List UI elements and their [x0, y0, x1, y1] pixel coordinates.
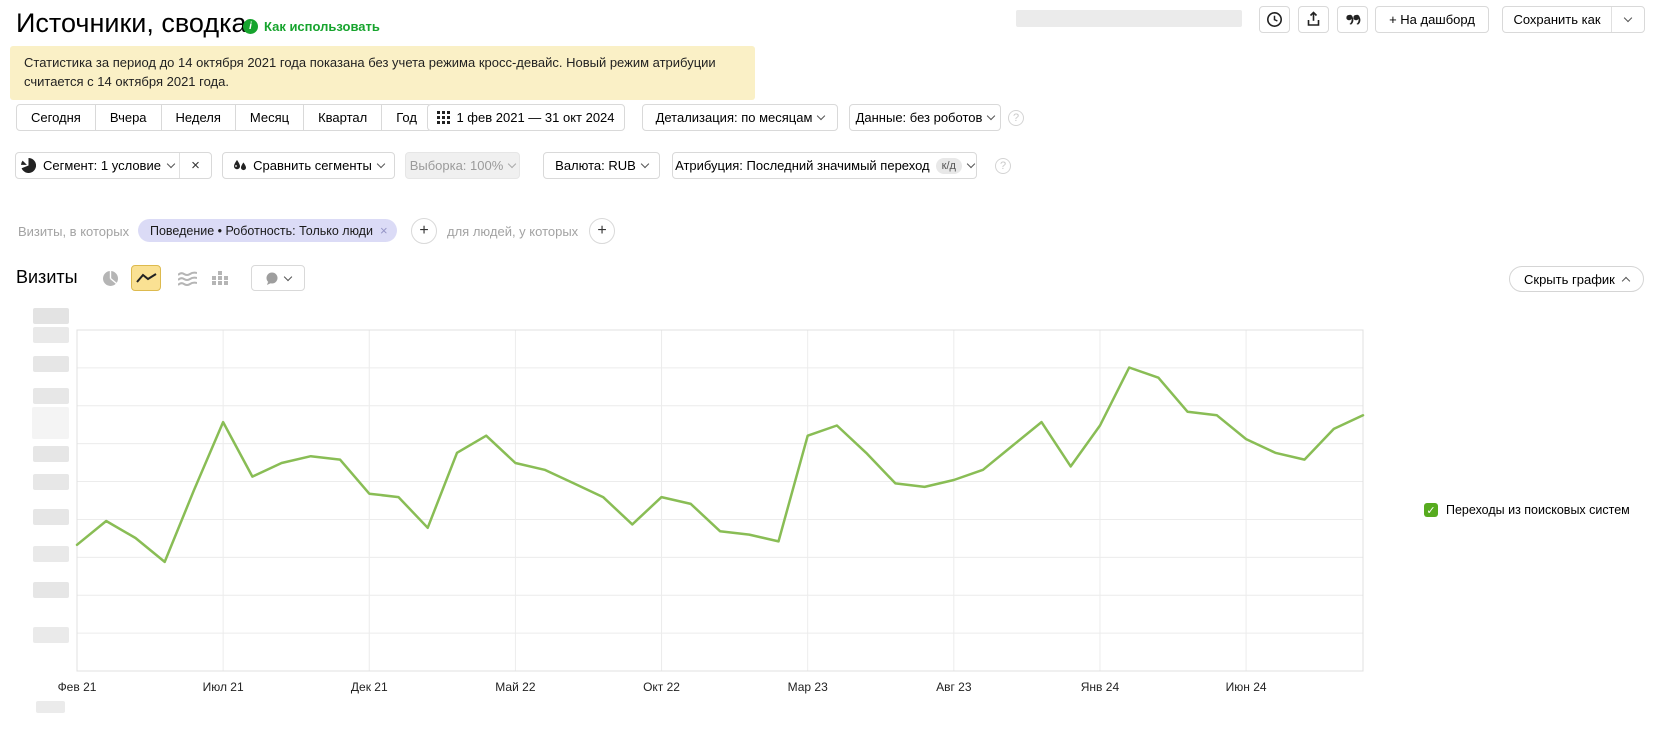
detail-select[interactable]: Детализация: по месяцам	[642, 104, 838, 131]
x-axis-tick-label: Авг 23	[936, 680, 972, 694]
columns-icon	[211, 270, 229, 286]
x-axis-tick-label: Фев 21	[58, 680, 97, 694]
people-filter-label: для людей, у которых	[447, 224, 579, 239]
page-title: Источники, сводка	[16, 8, 247, 38]
redacted-y-label	[36, 701, 65, 713]
currency-label: Валюта: RUB	[555, 158, 636, 173]
visits-chart: Фев 21 Июл 21 Дек 21 Май 22 Окт 22 Мар 23 Авг …	[58, 329, 1365, 694]
redacted-y-label	[33, 356, 69, 372]
info-icon: i	[243, 19, 258, 34]
comments-button[interactable]	[1337, 6, 1368, 33]
compare-segments-label: Сравнить сегменты	[253, 158, 372, 173]
preset-quarter[interactable]: Квартал	[304, 104, 383, 131]
droplets-icon	[233, 159, 247, 173]
pie-chart-type-button[interactable]	[95, 265, 125, 291]
attribution-badge: к/д	[935, 157, 962, 174]
stacked-area-icon	[177, 271, 197, 286]
preset-year[interactable]: Год	[382, 104, 432, 131]
annotations-dropdown[interactable]	[251, 265, 305, 291]
preset-week[interactable]: Неделя	[161, 104, 236, 131]
x-axis-tick-label: Мар 23	[788, 680, 828, 694]
visits-filter-label: Визиты, в которых	[18, 224, 130, 239]
x-axis-tick-label: Июн 24	[1226, 680, 1267, 694]
legend-item: ✓ Переходы из поисковых систем	[1424, 503, 1630, 517]
bubble-icon	[265, 272, 279, 285]
calendar-grid-icon	[437, 111, 451, 124]
hide-chart-label: Скрыть график	[1524, 271, 1615, 287]
redacted-y-label	[33, 509, 69, 525]
line-chart-icon	[135, 271, 157, 286]
save-as-dropdown[interactable]	[1612, 13, 1644, 23]
x-axis-tick-label: Июл 21	[203, 680, 244, 694]
clock-icon	[1266, 11, 1283, 28]
button-divider	[179, 153, 180, 178]
export-button[interactable]	[1298, 6, 1329, 33]
filter-chip-robots[interactable]: Поведение • Роботность: Только люди ×	[138, 219, 397, 242]
x-axis-tick-label: Май 22	[495, 680, 536, 694]
add-to-dashboard-label: + На дашборд	[1389, 12, 1475, 27]
save-as-button[interactable]: Сохранить как	[1502, 6, 1645, 33]
attribution-label: Атрибуция: Последний значимый переход	[675, 158, 930, 173]
add-visit-filter-button[interactable]: +	[411, 218, 437, 244]
chart-title: Визиты	[16, 267, 78, 287]
date-range-label: 1 фев 2021 — 31 окт 2024	[456, 110, 615, 125]
columns-type-button[interactable]	[205, 265, 235, 291]
comments-icon	[1345, 12, 1361, 27]
sampling-select: Выборка: 100%	[405, 152, 520, 179]
redacted-y-label	[33, 388, 69, 404]
line-chart-type-button[interactable]	[131, 265, 161, 291]
help-icon[interactable]: ?	[1008, 110, 1024, 126]
segment-pie-icon	[21, 158, 37, 173]
legend-label: Переходы из поисковых систем	[1446, 503, 1630, 517]
legend-checkbox[interactable]: ✓	[1424, 503, 1438, 517]
compare-segments-button[interactable]: Сравнить сегменты	[222, 152, 395, 179]
export-icon	[1305, 11, 1322, 28]
segment-clear-button[interactable]: ×	[191, 157, 200, 174]
preset-month[interactable]: Месяц	[235, 104, 305, 131]
attribution-select[interactable]: Атрибуция: Последний значимый переход к/…	[672, 152, 977, 179]
cross-device-notice: Статистика за период до 14 октября 2021 …	[10, 46, 755, 100]
sampling-label: Выборка: 100%	[409, 158, 504, 173]
redacted-y-label	[33, 308, 69, 324]
segment-label: Сегмент: 1 условие	[43, 158, 161, 173]
detail-label: Детализация: по месяцам	[655, 110, 813, 125]
help-icon[interactable]: ?	[995, 158, 1011, 174]
x-axis-tick-label: Окт 22	[643, 680, 680, 694]
preset-yesterday[interactable]: Вчера	[95, 104, 162, 131]
filter-chip-label: Поведение • Роботность: Только люди	[150, 223, 373, 238]
date-range-button[interactable]: 1 фев 2021 — 31 окт 2024	[427, 104, 625, 131]
button-divider	[1611, 7, 1612, 32]
redacted-y-label	[32, 407, 69, 439]
add-people-filter-button[interactable]: +	[589, 218, 615, 244]
x-axis-tick-label: Янв 24	[1081, 680, 1120, 694]
save-as-label: Сохранить как	[1513, 12, 1601, 27]
preset-today[interactable]: Сегодня	[16, 104, 96, 131]
usage-link[interactable]: Как использовать	[264, 19, 380, 34]
chip-close-icon[interactable]: ×	[379, 223, 388, 238]
redacted-y-label	[33, 446, 69, 462]
redacted-counter-name	[1016, 10, 1242, 27]
period-presets: Сегодня Вчера Неделя Месяц Квартал Год	[16, 104, 432, 131]
x-axis-tick-label: Дек 21	[351, 680, 388, 694]
data-mode-select[interactable]: Данные: без роботов	[849, 104, 1001, 131]
usage-link-wrap: i Как использовать	[243, 19, 380, 34]
add-to-dashboard-button[interactable]: + На дашборд	[1375, 6, 1489, 33]
redacted-y-label	[33, 474, 69, 490]
redacted-y-label	[33, 327, 69, 343]
redacted-y-label	[33, 582, 69, 598]
segment-button[interactable]: Сегмент: 1 условие ×	[15, 152, 212, 179]
redacted-y-label	[33, 627, 69, 643]
stacked-area-type-button[interactable]	[172, 265, 202, 291]
history-button[interactable]	[1259, 6, 1290, 33]
pie-chart-icon	[102, 270, 119, 287]
hide-chart-button[interactable]: Скрыть график	[1509, 266, 1644, 292]
redacted-y-label	[33, 546, 69, 562]
data-mode-label: Данные: без роботов	[855, 110, 983, 125]
currency-select[interactable]: Валюта: RUB	[543, 152, 660, 179]
